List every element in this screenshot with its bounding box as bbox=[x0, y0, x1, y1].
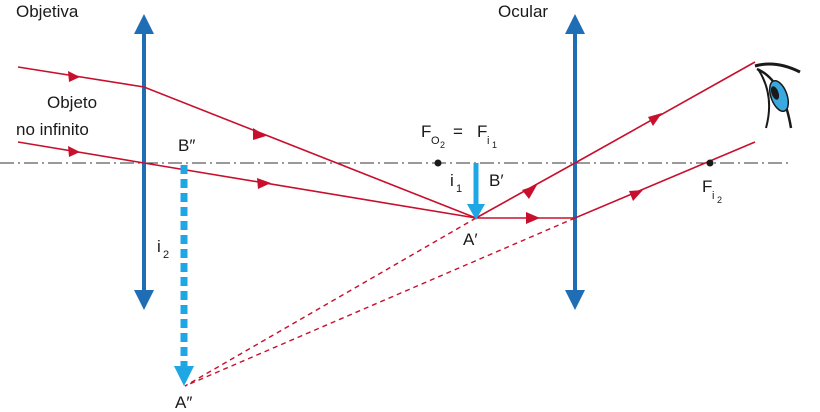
eyepiece-label: Ocular bbox=[498, 2, 548, 21]
ray-arrow bbox=[629, 190, 643, 201]
incoming-ray-bottom bbox=[17, 141, 477, 219]
incoming-ray-top bbox=[17, 66, 477, 219]
ray-arrow bbox=[526, 212, 540, 224]
point-a2-label: A″ bbox=[175, 393, 192, 412]
objective-label: Objetiva bbox=[16, 2, 79, 21]
focus-equation: F O 2 = F i 1 bbox=[421, 122, 497, 150]
ray-arrow bbox=[68, 71, 80, 82]
virtual-ray-top bbox=[184, 217, 477, 387]
image2-label: i 2 bbox=[157, 237, 169, 261]
focus-eyepiece-label: F i 2 bbox=[702, 177, 722, 205]
svg-text:i: i bbox=[157, 237, 161, 256]
intermediate-image-arrowhead bbox=[467, 204, 485, 220]
svg-text:i: i bbox=[487, 135, 489, 147]
svg-text:2: 2 bbox=[717, 195, 722, 205]
ray-arrow bbox=[648, 113, 662, 126]
ray-arrow bbox=[257, 178, 271, 189]
virtual-ray-bottom bbox=[184, 217, 576, 387]
object-label-line2: no infinito bbox=[16, 120, 89, 139]
outgoing-ray-bottom bbox=[476, 141, 756, 219]
focal-point-objective bbox=[434, 159, 442, 167]
ray-arrow bbox=[253, 128, 266, 140]
point-b2-label: B″ bbox=[178, 136, 195, 155]
point-a1-label: A′ bbox=[463, 230, 478, 249]
point-b1-label: B′ bbox=[489, 171, 504, 190]
final-image-arrowhead bbox=[174, 366, 194, 386]
eye-icon bbox=[754, 62, 801, 129]
svg-text:2: 2 bbox=[440, 140, 445, 150]
svg-text:i: i bbox=[450, 171, 454, 190]
ray-arrow bbox=[68, 146, 80, 157]
svg-text:O: O bbox=[431, 135, 440, 147]
object-label-line1: Objeto bbox=[47, 93, 97, 112]
svg-text:1: 1 bbox=[492, 140, 497, 150]
image1-label: i 1 bbox=[450, 171, 462, 195]
svg-text:F: F bbox=[421, 122, 431, 141]
outgoing-ray-top bbox=[475, 61, 756, 219]
svg-text:F: F bbox=[477, 122, 487, 141]
svg-text:i: i bbox=[712, 190, 714, 202]
svg-text:1: 1 bbox=[456, 183, 462, 195]
svg-text:2: 2 bbox=[163, 249, 169, 261]
focal-point-eyepiece bbox=[706, 159, 714, 167]
ray-arrow bbox=[522, 185, 537, 199]
svg-text:=: = bbox=[453, 122, 463, 141]
svg-text:F: F bbox=[702, 177, 712, 196]
